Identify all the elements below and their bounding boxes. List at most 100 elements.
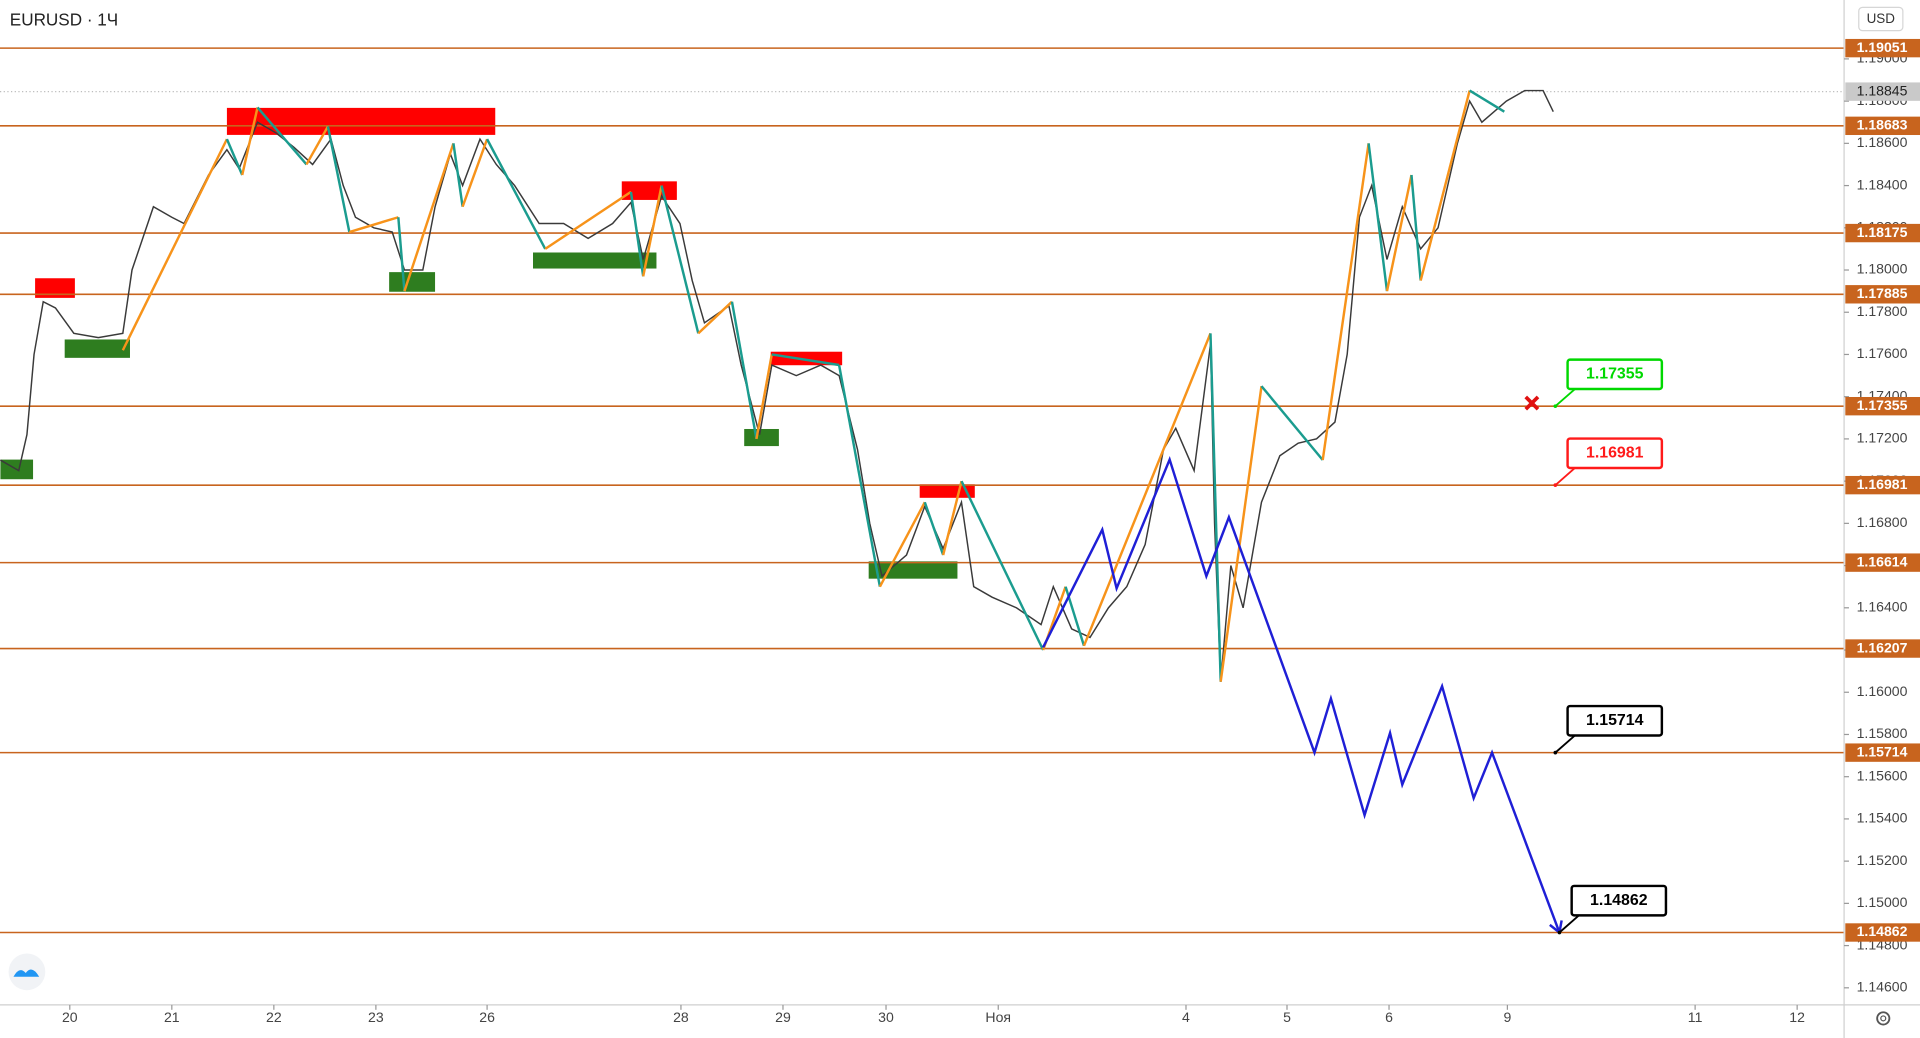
callout-box	[1570, 884, 1668, 917]
y-tick-label: 1.15600	[1857, 767, 1908, 783]
plot-area: 1.17355 1.16981 1.15714 1.14862	[0, 47, 1845, 935]
level-label-bg	[1845, 743, 1920, 762]
zigzag-segment	[641, 185, 663, 277]
zigzag-segment	[960, 480, 1045, 651]
zigzag-segment	[1419, 90, 1471, 281]
settings-icon[interactable]	[1876, 1011, 1891, 1026]
zigzag-segment	[544, 190, 632, 250]
y-tick-label: 1.15000	[1857, 894, 1908, 910]
level-label: 1.16207	[1857, 639, 1908, 655]
zigzag-segment	[1321, 143, 1370, 461]
level-label-bg	[1845, 553, 1920, 572]
y-tick-label: 1.14600	[1857, 979, 1908, 995]
y-tick-label: 1.17600	[1857, 345, 1908, 361]
y-tick-label: 1.15400	[1857, 810, 1908, 826]
zigzag-segment	[1260, 385, 1324, 461]
y-tick-label: 1.17200	[1857, 430, 1908, 446]
y-tick-label: 1.18600	[1857, 134, 1908, 150]
zigzag-segment	[660, 185, 700, 334]
x-tick-label: 28	[673, 1009, 689, 1025]
zigzag-segment	[629, 191, 645, 277]
zigzag-segment	[348, 216, 399, 234]
y-tick-label: 1.15200	[1857, 852, 1908, 868]
level-label: 1.15714	[1857, 743, 1908, 759]
level-label: 1.14862	[1857, 923, 1908, 939]
x-tick-label: 21	[164, 1009, 180, 1025]
cross-marker	[1524, 395, 1540, 411]
x-tick-label: 26	[479, 1009, 495, 1025]
y-tick-label: 1.16800	[1857, 514, 1908, 530]
level-label-bg	[1845, 116, 1920, 136]
x-tick-label: 9	[1503, 1009, 1511, 1025]
zone	[621, 181, 677, 200]
forecast-line	[1042, 455, 1561, 933]
x-tick-label: 29	[775, 1009, 791, 1025]
level-label-bg	[1845, 639, 1920, 658]
level-label: 1.18683	[1857, 117, 1908, 133]
callout-box	[1566, 358, 1664, 391]
y-tick-label: 1.16400	[1857, 599, 1908, 615]
x-tick-label: 5	[1283, 1009, 1291, 1025]
zone	[35, 278, 75, 298]
callout-box	[1566, 704, 1664, 737]
callout-label: 1.17355	[1586, 366, 1644, 383]
zone	[533, 252, 657, 269]
y-tick-label: 1.17800	[1857, 303, 1908, 319]
zigzag-segment	[697, 300, 733, 335]
level-label: 1.17355	[1857, 397, 1908, 413]
level-label-bg	[1845, 923, 1920, 942]
zigzag-segment	[305, 125, 329, 166]
callout-pointer	[1554, 388, 1576, 407]
level-label-bg	[1845, 475, 1920, 495]
zigzag-segment	[1410, 174, 1422, 281]
level-label: 1.16981	[1857, 476, 1908, 492]
zigzag-segment	[403, 142, 455, 292]
x-tick-label: Ноя	[985, 1009, 1011, 1025]
callout-label: 1.15714	[1586, 712, 1644, 729]
x-tick-label: 20	[62, 1009, 78, 1025]
zigzag-segment	[397, 217, 406, 292]
zigzag-segment	[241, 107, 259, 176]
logo-icon	[13, 969, 40, 977]
x-tick-label: 4	[1182, 1009, 1190, 1025]
forecast-arrowhead	[1549, 920, 1563, 934]
callout-pointer	[1558, 914, 1580, 934]
level-label-bg	[1845, 223, 1920, 243]
y-tick-label: 1.18000	[1857, 261, 1908, 277]
zone	[64, 339, 130, 358]
currency-box[interactable]	[1858, 6, 1904, 32]
y-tick-label: 1.15800	[1857, 725, 1908, 741]
last-price-label: 1.18845	[1857, 82, 1908, 98]
x-tick-label: 11	[1688, 1009, 1703, 1025]
zigzag-segment	[1082, 332, 1212, 647]
gear-center	[1880, 1015, 1887, 1022]
y-tick-label: 1.18400	[1857, 176, 1908, 192]
zigzag-segment	[225, 138, 244, 176]
x-tick-label: 6	[1385, 1009, 1393, 1025]
zigzag-segment	[1209, 333, 1222, 682]
zigzag-segment	[461, 138, 489, 208]
level-label-bg	[1845, 396, 1920, 416]
callout-box	[1566, 437, 1664, 470]
callout-pointer	[1554, 467, 1576, 486]
zigzag-segment	[1367, 143, 1389, 292]
x-tick-label: 30	[878, 1009, 894, 1025]
zone	[226, 107, 496, 135]
zigzag-segment	[326, 126, 351, 233]
level-label: 1.16614	[1857, 553, 1908, 569]
zigzag-segment	[755, 354, 773, 440]
level-label: 1.19051	[1857, 39, 1908, 55]
zigzag-segment	[452, 143, 464, 207]
gear	[1876, 1011, 1891, 1026]
level-label: 1.18175	[1857, 224, 1908, 240]
y-tick-label: 1.16000	[1857, 683, 1908, 699]
zigzag-segment	[730, 301, 758, 440]
callout-pointer	[1554, 734, 1576, 754]
level-label: 1.17885	[1857, 285, 1908, 301]
zigzag-segment	[121, 138, 229, 351]
callout-label: 1.16981	[1586, 444, 1644, 461]
currency: USD	[1867, 11, 1896, 26]
zigzag-segment	[837, 364, 882, 587]
